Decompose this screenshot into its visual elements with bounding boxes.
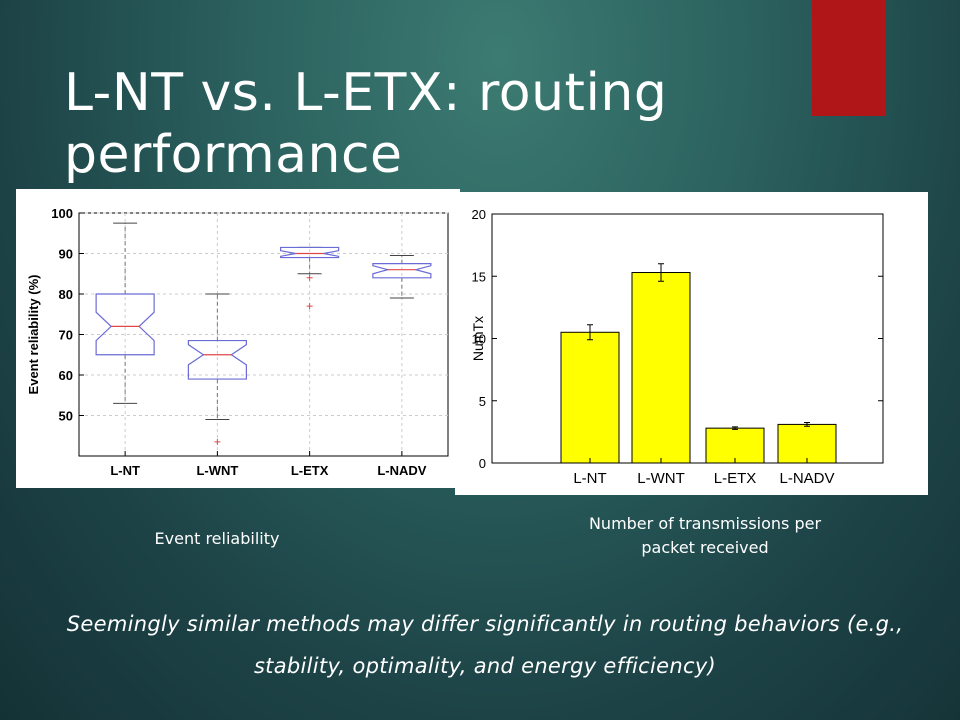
box-l-wnt bbox=[187, 293, 247, 445]
box-y-tick-label: 80 bbox=[59, 287, 73, 302]
box-l-etx bbox=[280, 246, 340, 310]
bar-x-tick-label: L-NADV bbox=[779, 470, 834, 487]
bar-error-bar bbox=[732, 426, 738, 430]
bar-error-bar bbox=[804, 422, 810, 427]
box-y-tick-label: 60 bbox=[59, 368, 73, 383]
bar-y-tick-label: 20 bbox=[472, 207, 486, 222]
box-x-tick-label: L-NT bbox=[110, 463, 140, 478]
bar-x-tick-label: L-WNT bbox=[637, 470, 685, 487]
slide-title: L-NT vs. L-ETX: routing performance bbox=[64, 63, 668, 185]
caption-event-reliability: Event reliability bbox=[154, 529, 280, 548]
box-outlier bbox=[214, 438, 221, 445]
box-plot-chart: 50 60 70 80 90 100 L-NT L-WNT L-ETX L-NADV Event r… bbox=[26, 206, 449, 478]
bar-l-wnt bbox=[631, 272, 691, 464]
bar-y-tick-label: 0 bbox=[479, 456, 486, 471]
bar-x-tick-label: L-NT bbox=[573, 470, 606, 487]
box-outlier bbox=[306, 274, 313, 281]
bar-l-etx bbox=[705, 427, 765, 464]
box-l-nt bbox=[95, 222, 155, 404]
bar-l-nt bbox=[560, 331, 620, 464]
slide-tagline: Seemingly similar methods may differ sig… bbox=[66, 612, 904, 678]
bar-chart: 0 5 10 15 20 NumTx L-NT L-WNT L-ETX L-NADV bbox=[470, 207, 884, 487]
box-body bbox=[187, 339, 247, 380]
box-l-nadv bbox=[372, 255, 432, 299]
bar-l-nadv bbox=[777, 423, 837, 464]
box-body bbox=[95, 293, 155, 356]
box-plot-panel: 50 60 70 80 90 100 L-NT L-WNT L-ETX L-NADV Event r… bbox=[16, 189, 460, 488]
box-x-tick-label: L-ETX bbox=[291, 463, 329, 478]
box-body bbox=[372, 263, 432, 279]
bar-y-tick-label: 15 bbox=[472, 269, 486, 284]
bar-y-axis-label: NumTx bbox=[470, 316, 486, 361]
bar-y-tick-label: 10 bbox=[472, 332, 486, 347]
bar-error-bar bbox=[658, 263, 664, 282]
box-x-tick-label: L-WNT bbox=[196, 463, 238, 478]
box-x-tick-label: L-NADV bbox=[377, 463, 426, 478]
box-y-tick-label: 50 bbox=[59, 409, 73, 424]
box-y-tick-label: 70 bbox=[59, 328, 73, 343]
accent-bar bbox=[812, 0, 886, 116]
box-body bbox=[280, 246, 340, 259]
bar-chart-panel: 0 5 10 15 20 NumTx L-NT L-WNT L-ETX L-NADV bbox=[455, 192, 928, 495]
bar-error-bar bbox=[587, 324, 593, 341]
bar-x-tick-label: L-ETX bbox=[714, 470, 757, 487]
bar-y-tick-label: 5 bbox=[479, 394, 486, 409]
box-y-tick-label: 90 bbox=[59, 247, 73, 262]
box-y-axis-label: Event reliability (%) bbox=[26, 275, 41, 395]
box-outlier bbox=[306, 303, 313, 310]
caption-num-transmissions: Number of transmissions per packet recei… bbox=[588, 514, 822, 557]
box-y-tick-label: 100 bbox=[51, 206, 73, 221]
